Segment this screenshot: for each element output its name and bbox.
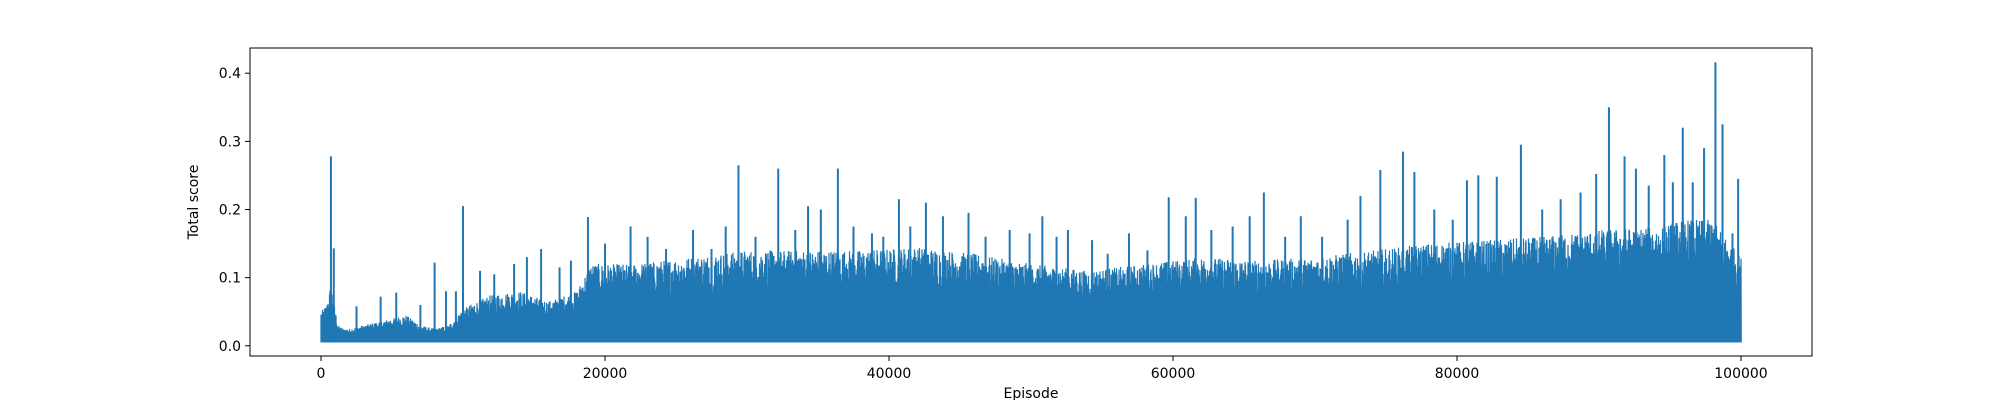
series-line (320, 219, 1742, 343)
x-tick-label: 40000 (867, 366, 912, 382)
y-tick-label: 0.3 (219, 134, 241, 150)
y-tick-label: 0.4 (219, 66, 241, 82)
x-axis: 0 20000 40000 60000 80000 100000 (317, 356, 1768, 382)
y-tick-label: 0.2 (219, 202, 241, 218)
y-axis: 0.0 0.1 0.2 0.3 0.4 (219, 66, 250, 355)
plot-area (249, 47, 1813, 357)
x-tick-label: 100000 (1714, 366, 1767, 382)
x-axis-label: Episode (1004, 386, 1059, 400)
plot-frame (249, 47, 1813, 357)
series-total-score (320, 62, 1742, 343)
x-tick-label: 20000 (583, 366, 628, 382)
series-body (321, 274, 1741, 343)
x-tick-label: 80000 (1435, 366, 1480, 382)
y-tick-label: 0.0 (219, 339, 241, 355)
y-axis-label: Total score (186, 165, 202, 241)
x-tick-label: 60000 (1151, 366, 1196, 382)
x-tick-label: 0 (317, 366, 326, 382)
y-tick-label: 0.1 (219, 271, 241, 287)
